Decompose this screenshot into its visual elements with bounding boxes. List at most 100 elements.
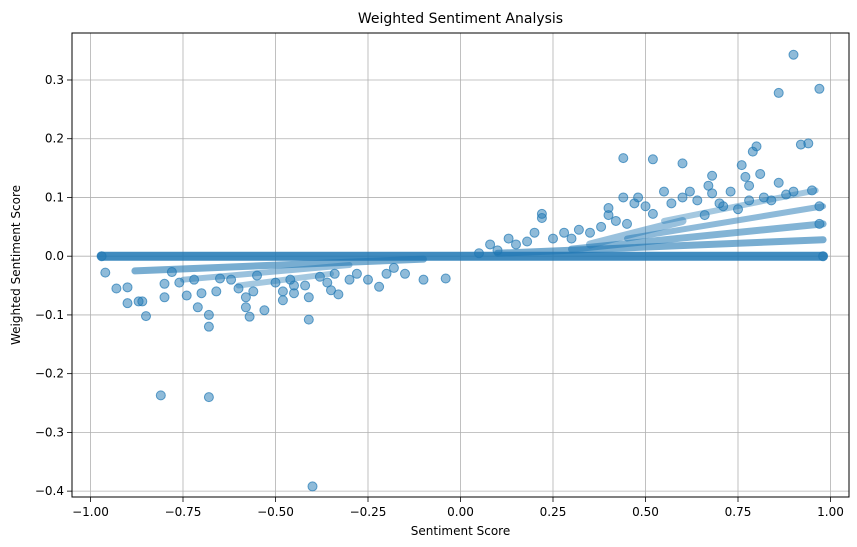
data-point [803,138,814,149]
point-band [131,255,427,275]
data-point [610,215,621,226]
data-point [766,195,777,206]
x-tick-label: 0.50 [632,505,659,519]
data-point [736,160,747,171]
data-point [633,192,644,203]
data-point [699,210,710,221]
data-point [522,236,533,247]
x-tick-label: 0.00 [447,505,474,519]
point-band [568,220,827,253]
y-tick-label: −0.1 [35,308,64,322]
data-point [344,274,355,285]
data-point [740,171,751,182]
data-point [603,203,614,214]
data-point [303,292,314,303]
data-point [400,268,410,279]
data-point [122,282,133,293]
data-point [244,311,255,322]
data-point [226,274,237,285]
data-point [174,277,185,288]
data-point [233,283,244,294]
data-point [333,289,344,300]
x-tick-label: 0.25 [540,505,567,519]
data-point [814,83,825,94]
data-point [647,154,658,165]
data-point [270,277,281,288]
data-point [707,170,718,181]
data-point [536,208,547,219]
data-point [351,268,362,279]
data-point [548,233,558,244]
x-tick-label: −0.75 [165,505,202,519]
data-point [566,233,577,244]
data-point [807,185,817,196]
x-axis-label: Sentiment Score [411,524,510,538]
y-tick-label: 0.2 [45,132,64,146]
point-bands [97,187,828,289]
data-point [503,233,514,244]
data-point [596,221,607,232]
x-tick-label: −0.50 [257,505,294,519]
data-point [707,188,718,199]
data-point [751,141,762,152]
data-point [137,296,148,307]
data-point [111,283,122,294]
data-point [189,274,200,285]
point-band [624,203,827,242]
data-point [474,248,484,259]
data-point [122,298,133,309]
data-point [155,390,166,401]
data-points [96,49,829,492]
data-point [647,208,658,219]
x-axis-ticks: −1.00 −0.75 −0.50 −0.25 0.00 0.25 0.50 0.75 1.00 [72,497,844,519]
data-point [733,204,743,215]
data-point [659,186,669,197]
data-point [773,87,784,98]
data-point [622,218,632,229]
data-point [381,268,392,279]
data-point [755,168,766,179]
point-band [586,216,687,249]
data-point [666,198,677,209]
data-point [388,262,399,273]
data-point [289,288,299,299]
data-point [240,292,251,303]
data-point [585,227,595,238]
data-point [677,192,688,203]
y-tick-label: 0.3 [45,73,64,87]
x-tick-label: 1.00 [817,505,844,519]
data-point [814,201,825,212]
data-point [196,288,207,299]
data-point [788,49,799,60]
data-point [725,186,736,197]
data-point [277,286,288,297]
data-point [203,392,214,403]
data-point [326,285,336,296]
data-point [314,271,325,282]
y-tick-label: 0.0 [45,249,64,263]
x-tick-label: −0.25 [350,505,387,519]
data-point [492,245,503,256]
point-band [494,236,827,257]
data-point [418,274,429,285]
data-point [192,302,203,313]
data-point [159,278,170,289]
data-point [744,195,755,206]
data-point [618,153,629,164]
data-point [203,321,214,332]
data-point [252,270,262,281]
data-point [559,227,570,238]
y-tick-label: −0.3 [35,425,64,439]
data-point [300,280,311,291]
data-point [211,286,222,297]
x-tick-label: 0.75 [725,505,752,519]
y-tick-label: −0.2 [35,367,64,381]
data-point [511,239,521,250]
data-point [329,268,340,279]
point-band [180,262,353,283]
data-point [100,267,111,278]
data-point [692,195,703,206]
data-point [440,273,451,284]
data-point [166,267,177,278]
